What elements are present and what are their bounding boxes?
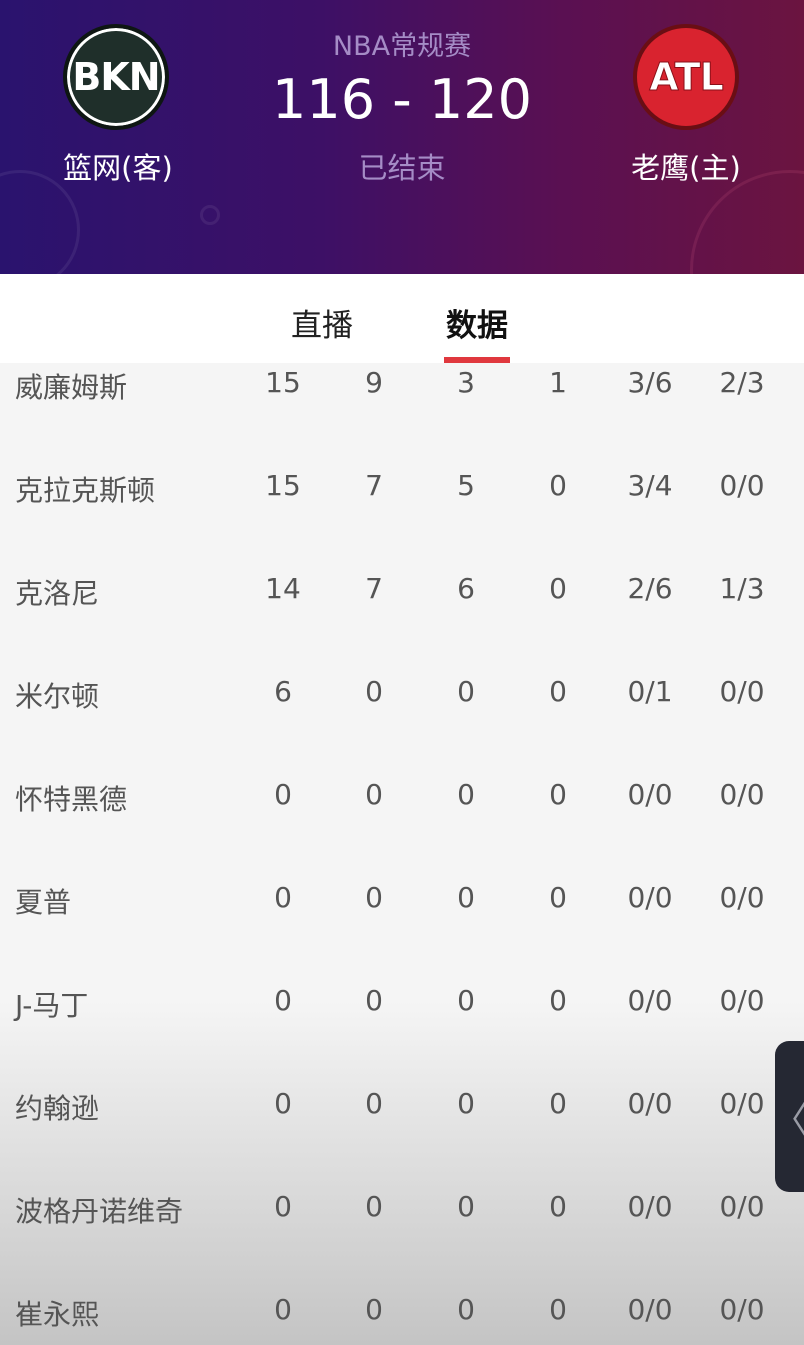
table-row[interactable]: 波格丹诺维奇 0 0 0 0 0/0 0/0 (0, 1190, 804, 1230)
stat-cell: 3 (457, 366, 475, 399)
logo-text: BKN (72, 55, 160, 99)
player-name[interactable]: 克洛尼 (15, 577, 100, 610)
decor-shape (200, 205, 220, 225)
stat-cell: 14 (265, 572, 301, 605)
stat-cell: 0/0 (627, 1087, 673, 1120)
stat-cell: 0/0 (627, 1190, 673, 1223)
player-name[interactable]: 约翰逊 (15, 1092, 100, 1125)
stat-cell: 0/0 (627, 1293, 673, 1326)
stat-cell: 0 (274, 778, 292, 811)
player-name[interactable]: 崔永熙 (15, 1298, 100, 1331)
stat-cell: 0/1 (627, 675, 673, 708)
stat-cell: 0 (549, 572, 567, 605)
stat-cell: 0/0 (719, 881, 765, 914)
stat-cell: 0 (549, 469, 567, 502)
stat-cell: 0 (549, 1087, 567, 1120)
logo-text: ATL (649, 55, 725, 100)
active-tab-indicator (444, 357, 510, 363)
player-name[interactable]: 威廉姆斯 (15, 371, 128, 404)
stat-cell: 0 (457, 1087, 475, 1120)
stat-cell: 5 (457, 469, 475, 502)
stat-cell: 0 (365, 675, 383, 708)
stat-cell: 0 (549, 984, 567, 1017)
stat-cell: 6 (274, 675, 292, 708)
stat-cell: 0/0 (719, 1190, 765, 1223)
player-name[interactable]: 米尔顿 (15, 680, 100, 713)
table-row[interactable]: 约翰逊 0 0 0 0 0/0 0/0 (0, 1087, 804, 1127)
home-team-logo[interactable]: ATL (633, 24, 739, 130)
side-panel-handle[interactable]: 〈 (772, 1041, 804, 1192)
table-row[interactable]: 怀特黑德 0 0 0 0 0/0 0/0 (0, 778, 804, 818)
stat-cell: 0 (457, 675, 475, 708)
stat-cell: 1/3 (719, 572, 765, 605)
stat-cell: 0 (365, 1087, 383, 1120)
player-name[interactable]: J-马丁 (15, 989, 89, 1022)
stat-cell: 0 (274, 1293, 292, 1326)
stat-cell: 0 (549, 1293, 567, 1326)
table-row[interactable]: J-马丁 0 0 0 0 0/0 0/0 (0, 984, 804, 1024)
stat-cell: 0/0 (627, 778, 673, 811)
stat-cell: 0 (365, 881, 383, 914)
stat-cell: 0 (457, 881, 475, 914)
stat-cell: 0/0 (719, 469, 765, 502)
table-row[interactable]: 克拉克斯顿 15 7 5 0 3/4 0/0 (0, 469, 804, 509)
stat-cell: 3/4 (627, 469, 673, 502)
tab-bar: 直播 数据 (0, 274, 804, 363)
chevron-left-icon: 〈 (772, 1091, 804, 1143)
stat-cell: 0 (274, 984, 292, 1017)
stat-cell: 3/6 (627, 366, 673, 399)
stat-cell: 0 (457, 984, 475, 1017)
stat-cell: 0 (549, 1190, 567, 1223)
table-row[interactable]: 夏普 0 0 0 0 0/0 0/0 (0, 881, 804, 921)
stat-cell: 7 (365, 469, 383, 502)
away-team-name[interactable]: 篮网(客) (63, 151, 173, 185)
stat-cell: 0 (549, 675, 567, 708)
stat-cell: 0 (457, 1190, 475, 1223)
stat-cell: 2/6 (627, 572, 673, 605)
stat-cell: 15 (265, 366, 301, 399)
player-name[interactable]: 克拉克斯顿 (15, 474, 156, 507)
stat-cell: 0/0 (719, 984, 765, 1017)
stat-cell: 9 (365, 366, 383, 399)
away-team-logo[interactable]: BKN (63, 24, 169, 130)
stat-cell: 0 (365, 1293, 383, 1326)
stat-cell: 0/0 (719, 1293, 765, 1326)
tab-stats[interactable]: 数据 (446, 308, 508, 344)
score: 116 - 120 (272, 68, 532, 131)
stat-cell: 0/0 (627, 984, 673, 1017)
stat-cell: 1 (549, 366, 567, 399)
stat-cell: 7 (365, 572, 383, 605)
player-name[interactable]: 怀特黑德 (15, 783, 128, 816)
player-stats-table: 威廉姆斯 15 9 3 1 3/6 2/3 克拉克斯顿 15 7 5 0 3/4 0/0 克洛尼 14 7 6 0 2… (0, 363, 804, 1345)
stat-cell: 0/0 (719, 778, 765, 811)
table-row[interactable]: 崔永熙 0 0 0 0 0/0 0/0 (0, 1293, 804, 1333)
stat-cell: 15 (265, 469, 301, 502)
home-team-name[interactable]: 老鹰(主) (631, 151, 741, 185)
stat-cell: 0 (365, 1190, 383, 1223)
table-row[interactable]: 克洛尼 14 7 6 0 2/6 1/3 (0, 572, 804, 612)
stat-cell: 0 (274, 881, 292, 914)
player-name[interactable]: 波格丹诺维奇 (15, 1195, 184, 1228)
stat-cell: 6 (457, 572, 475, 605)
player-name[interactable]: 夏普 (15, 886, 72, 919)
stat-cell: 2/3 (719, 366, 765, 399)
stat-cell: 0/0 (719, 1087, 765, 1120)
match-header: BKN 篮网(客) NBA常规赛 116 - 120 已结束 ATL 老鹰(主) (0, 0, 804, 274)
stat-cell: 0 (365, 778, 383, 811)
table-row[interactable]: 威廉姆斯 15 9 3 1 3/6 2/3 (0, 366, 804, 406)
stat-cell: 0/0 (719, 675, 765, 708)
match-status: 已结束 (358, 151, 446, 185)
stat-cell: 0 (549, 881, 567, 914)
stat-cell: 0 (549, 778, 567, 811)
stat-cell: 0 (274, 1087, 292, 1120)
stat-cell: 0/0 (627, 881, 673, 914)
stat-cell: 0 (274, 1190, 292, 1223)
table-row[interactable]: 米尔顿 6 0 0 0 0/1 0/0 (0, 675, 804, 715)
stat-cell: 0 (457, 778, 475, 811)
stat-cell: 0 (365, 984, 383, 1017)
tab-live[interactable]: 直播 (291, 308, 353, 344)
league-label: NBA常规赛 (332, 31, 472, 62)
stat-cell: 0 (457, 1293, 475, 1326)
